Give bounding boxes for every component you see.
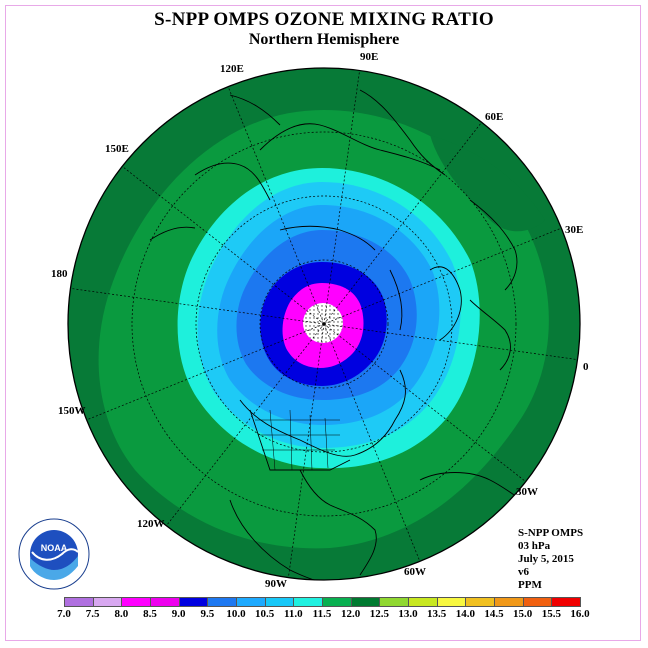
meridian-line bbox=[323, 323, 578, 360]
graticule bbox=[131, 131, 517, 517]
meridian-line bbox=[86, 323, 325, 421]
meridian-line bbox=[227, 86, 325, 325]
legend-swatch bbox=[293, 597, 323, 607]
legend-tick-label: 11.5 bbox=[312, 608, 332, 620]
map-boundary bbox=[67, 67, 581, 581]
info-block: S-NPP OMPS 03 hPa July 5, 2015 v6 PPM bbox=[518, 527, 583, 592]
legend-swatch bbox=[436, 597, 467, 607]
legend-swatch bbox=[322, 597, 352, 607]
map-subtitle: Northern Hemisphere bbox=[248, 31, 400, 48]
date-label: July 5, 2015 bbox=[518, 553, 574, 565]
legend-swatch bbox=[264, 597, 295, 607]
legend-tick-label: 10.5 bbox=[255, 608, 275, 620]
legend-tick-label: 7.0 bbox=[57, 608, 71, 620]
legend-swatch bbox=[379, 597, 409, 607]
legend-tick-label: 14.0 bbox=[455, 608, 475, 620]
legend-swatch bbox=[551, 597, 581, 607]
legend-swatch bbox=[465, 597, 495, 607]
version-label: v6 bbox=[518, 566, 529, 578]
longitude-label: 30E bbox=[565, 224, 584, 236]
legend-tick-label: 12.5 bbox=[369, 608, 389, 620]
dark-green-east-patch bbox=[430, 135, 545, 232]
legend-tick-label: 8.5 bbox=[143, 608, 157, 620]
legend-tick-label: 14.5 bbox=[484, 608, 504, 620]
legend-tick-label: 7.5 bbox=[85, 608, 100, 620]
legend-swatch bbox=[207, 597, 237, 607]
meridian-line bbox=[166, 323, 325, 526]
us-state-lines bbox=[255, 409, 340, 471]
legend-swatch bbox=[236, 597, 266, 607]
meridian-line bbox=[70, 288, 325, 325]
meridian-lines bbox=[70, 70, 578, 578]
legend-swatch bbox=[64, 597, 94, 607]
legend-swatch bbox=[92, 597, 123, 607]
longitude-label: 150W bbox=[58, 405, 86, 417]
longitude-label: 120W bbox=[137, 518, 165, 530]
legend-swatch bbox=[522, 597, 553, 607]
longitude-label: 90E bbox=[360, 51, 379, 63]
map-title: S-NPP OMPS OZONE MIXING RATIO bbox=[154, 9, 494, 30]
longitude-label: 60E bbox=[485, 111, 504, 123]
legend-swatch bbox=[408, 597, 438, 607]
legend-swatch bbox=[150, 597, 180, 607]
legend-swatch bbox=[178, 597, 209, 607]
legend-tick-label: 12.0 bbox=[341, 608, 361, 620]
meridian-line bbox=[323, 323, 526, 482]
legend-tick-label: 13.0 bbox=[398, 608, 418, 620]
longitude-label: 150E bbox=[105, 143, 129, 155]
legend-tick-label: 16.0 bbox=[570, 608, 590, 620]
legend-tick-label: 8.0 bbox=[114, 608, 129, 620]
legend-tick-label: 11.0 bbox=[284, 608, 303, 620]
longitude-label: 120E bbox=[220, 63, 244, 75]
legend-swatch bbox=[350, 597, 381, 607]
longitude-label: 180 bbox=[51, 268, 68, 280]
meridian-line bbox=[323, 227, 562, 325]
instrument-label: S-NPP OMPS bbox=[518, 527, 584, 539]
legend-tick-label: 9.0 bbox=[171, 608, 186, 620]
units-label: PPM bbox=[518, 579, 542, 591]
meridian-line bbox=[323, 323, 421, 562]
legend-tick-label: 10.0 bbox=[226, 608, 246, 620]
longitude-label: 60W bbox=[404, 566, 426, 578]
longitude-label: 30W bbox=[516, 486, 538, 498]
meridian-line bbox=[122, 166, 325, 325]
legend-tick-label: 13.5 bbox=[427, 608, 447, 620]
legend-tick-label: 15.0 bbox=[513, 608, 533, 620]
pressure-level-label: 03 hPa bbox=[518, 540, 551, 552]
longitude-label: 0 bbox=[583, 361, 589, 373]
figure-frame bbox=[5, 5, 641, 641]
color-legend bbox=[64, 597, 581, 607]
legend-swatch bbox=[121, 597, 151, 607]
meridian-line bbox=[323, 70, 360, 325]
noaa-logo-text: NOAA bbox=[41, 543, 68, 553]
longitude-label: 90W bbox=[265, 578, 287, 590]
meridian-line bbox=[288, 323, 325, 578]
meridian-line bbox=[323, 122, 482, 325]
noaa-logo: NOAA bbox=[18, 518, 90, 590]
legend-tick-label: 9.5 bbox=[200, 608, 215, 620]
legend-tick-label: 15.5 bbox=[541, 608, 561, 620]
legend-swatch bbox=[494, 597, 524, 607]
